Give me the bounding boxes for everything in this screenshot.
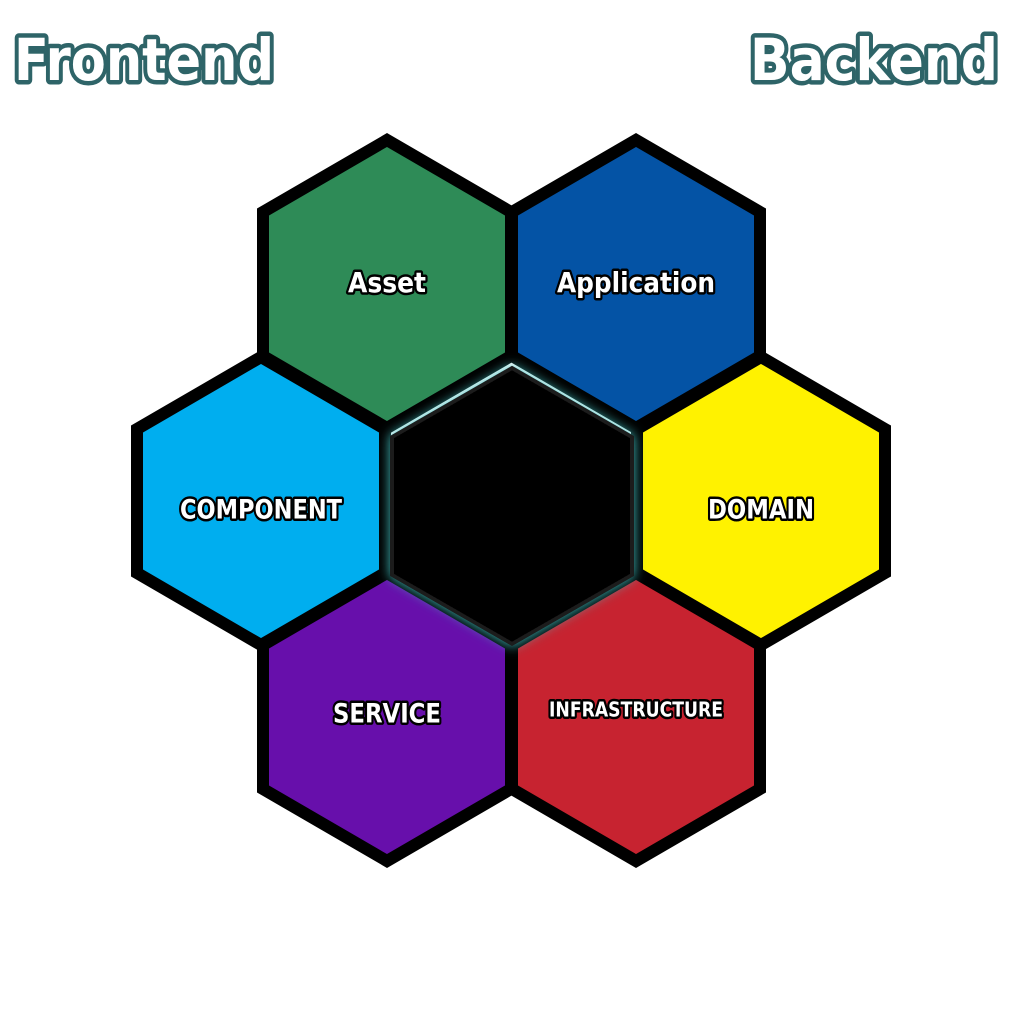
hex-component-label: COMPONENT (180, 495, 342, 526)
hex-service-label: SERVICE (333, 699, 441, 730)
hex-asset-label: Asset (348, 266, 426, 299)
backend-title: Backend (750, 26, 998, 94)
hex-application-label: Application (557, 266, 715, 299)
frontend-title: Frontend (14, 26, 274, 94)
hex-component: COMPONENT (131, 350, 391, 652)
hex-core-shape (390, 365, 634, 647)
hex-domain: DOMAIN (631, 350, 891, 652)
hex-application: Application (506, 133, 766, 435)
hex-core (390, 365, 634, 647)
hex-infrastructure-label: INFRASTRUCTURE (549, 698, 723, 722)
hex-domain-label: DOMAIN (708, 495, 814, 526)
